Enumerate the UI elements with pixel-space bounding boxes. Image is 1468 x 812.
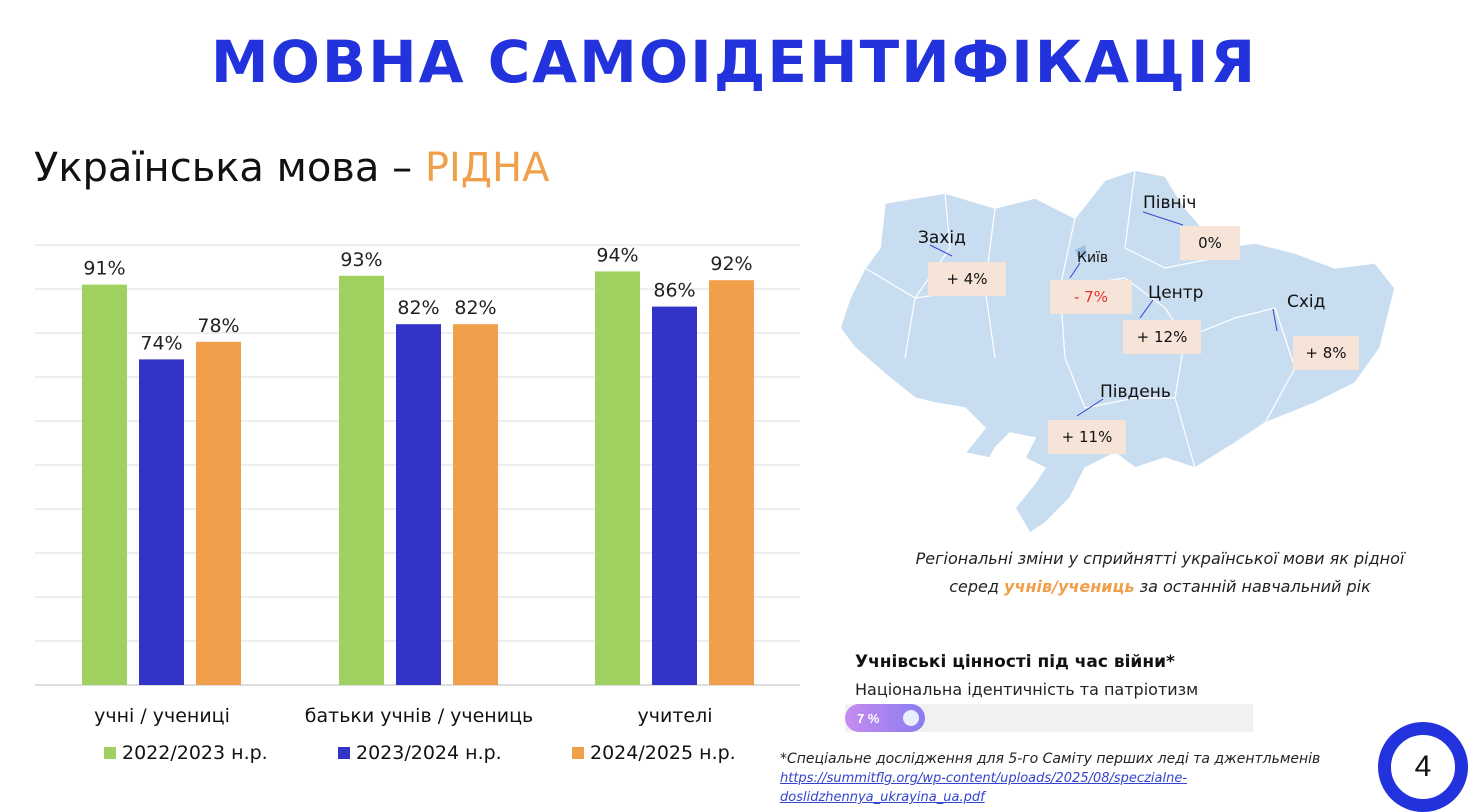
subtitle-prefix: Українська мова – (34, 145, 425, 191)
data-label: 94% (596, 244, 638, 266)
data-label: 93% (340, 249, 382, 271)
category-label: учні / учениці (94, 705, 230, 727)
bar (196, 341, 241, 685)
legend-item: 2023/2024 н.р. (338, 742, 502, 764)
map-shape (839, 169, 1395, 533)
map-caption-line1: Регіональні зміни у сприйнятті українськ… (915, 549, 1405, 568)
region-change-box: - 7% (1050, 280, 1132, 314)
bar (595, 271, 640, 685)
bar-chart: 91% 74% 78% 93% 82% 82% 94% 86% 92% (35, 244, 800, 686)
chart-subtitle: Українська мова – РІДНА (34, 145, 549, 191)
bar (396, 324, 441, 685)
data-label: 92% (710, 253, 752, 275)
page-title: МОВНА САМОІДЕНТИФІКАЦІЯ (210, 28, 1258, 96)
bar (453, 324, 498, 685)
legend-swatch (572, 747, 584, 759)
bar (139, 359, 184, 685)
legend-item: 2024/2025 н.р. (572, 742, 736, 764)
bar (652, 306, 697, 685)
legend-swatch (104, 747, 116, 759)
caption-post: за останній навчальний рік (1134, 577, 1371, 596)
category-label: учителі (637, 705, 713, 727)
footnote-link[interactable]: https://summitflg.org/wp-content/uploads… (780, 771, 1187, 805)
category-label: батьки учнів / учениць (304, 705, 534, 727)
bar (709, 280, 754, 685)
page-number: 4 (1378, 722, 1468, 812)
footnote-text: *Спеціальне дослідження для 5-го Саміту … (780, 751, 1321, 767)
values-title: Учнівські цінності під час війни* (855, 652, 1175, 672)
data-label: 82% (454, 297, 496, 319)
region-change-box: 0% (1180, 226, 1240, 260)
data-label: 86% (653, 280, 695, 302)
bar (82, 284, 127, 685)
link-line2: doslidzhennya_ukrayina_ua.pdf (780, 790, 985, 805)
legend-label: 2022/2023 н.р. (122, 742, 268, 764)
map-caption: Регіональні зміни у сприйнятті українськ… (840, 545, 1468, 601)
legend-item: 2022/2023 н.р. (104, 742, 268, 764)
data-label: 78% (197, 315, 239, 337)
values-item-label: Національна ідентичність та патріотизм (855, 680, 1199, 699)
progress-fill: 7 % (845, 704, 925, 732)
region-label: Південь (1100, 382, 1171, 402)
link-line1: https://summitflg.org/wp-content/uploads… (780, 771, 1188, 786)
kyiv-city-shape (1075, 245, 1087, 260)
legend-label: 2024/2025 н.р. (590, 742, 736, 764)
subtitle-highlight: РІДНА (424, 145, 550, 191)
region-label: Центр (1148, 283, 1204, 303)
region-label: Київ (1077, 250, 1109, 266)
region-change-box: + 4% (928, 262, 1006, 296)
data-label: 82% (397, 297, 439, 319)
region-change-box: + 11% (1048, 420, 1126, 454)
progress-knob (903, 710, 919, 726)
caption-pre: серед (949, 577, 1005, 596)
map-caption-line2: серед учнів/учениць за останній навчальн… (840, 573, 1468, 601)
region-change-box: + 12% (1123, 320, 1201, 354)
leader-lines (929, 211, 1278, 417)
caption-highlight: учнів/учениць (1004, 577, 1135, 596)
region-label: Схід (1287, 292, 1326, 312)
region-label: Північ (1143, 193, 1197, 213)
footnote: *Спеціальне дослідження для 5-го Саміту … (780, 750, 1320, 807)
data-label: 91% (83, 258, 125, 280)
region-change-box: + 8% (1293, 336, 1359, 370)
legend-label: 2023/2024 н.р. (356, 742, 502, 764)
bar (339, 275, 384, 685)
progress-label: 7 % (857, 710, 880, 726)
data-label: 74% (140, 332, 182, 354)
legend-swatch (338, 747, 350, 759)
region-label: Захід (918, 228, 966, 248)
